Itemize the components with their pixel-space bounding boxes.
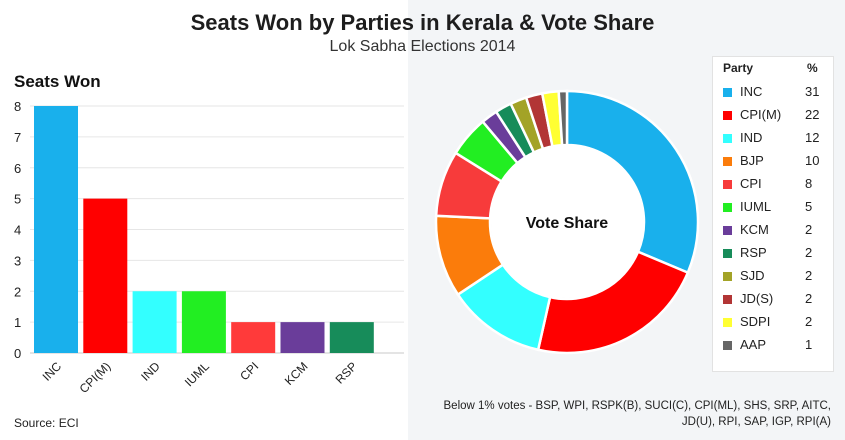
legend-percent-value: 1 <box>805 337 813 352</box>
x-tick-label: IUML <box>182 359 212 389</box>
legend-item: KCM 2 <box>713 221 833 239</box>
legend-swatch <box>723 226 732 235</box>
vote-share-donut-chart: Vote Share <box>434 89 700 355</box>
legend-percent-value: 2 <box>805 222 813 237</box>
pie-slice <box>565 89 700 275</box>
legend-swatch <box>723 341 732 350</box>
x-tick-label: IND <box>138 359 163 384</box>
y-tick-label: 3 <box>14 253 21 268</box>
legend-party-label: AAP <box>740 337 767 352</box>
legend-party-label: SDPI <box>740 314 771 329</box>
legend-header: Party % <box>713 61 833 77</box>
bar <box>181 291 226 353</box>
pie-slice <box>536 250 690 355</box>
legend-item: AAP 1 <box>713 336 833 354</box>
y-tick-label: 4 <box>14 223 21 238</box>
legend-party-label: IUML <box>740 199 772 214</box>
legend-item: IUML 5 <box>713 198 833 216</box>
legend-party-label: SJD <box>740 268 765 283</box>
bar <box>329 322 374 353</box>
legend-percent-value: 5 <box>805 199 813 214</box>
y-tick-label: 2 <box>14 284 21 299</box>
legend-header-percent: % <box>807 61 818 75</box>
x-tick-label: CPI(M) <box>77 359 114 396</box>
y-tick-label: 6 <box>14 161 21 176</box>
bar <box>231 322 276 353</box>
y-tick-label: 7 <box>14 130 21 145</box>
legend-percent-value: 22 <box>805 107 820 122</box>
donut-center-label: Vote Share <box>526 215 609 232</box>
vote-share-legend: Party % INC 31 CPI(M) 22 IND 12 BJP 10 CPI 8 IUML 5… <box>712 56 834 372</box>
legend-party-label: INC <box>740 84 763 99</box>
footnote: Below 1% votes - BSP, WPI, RSPK(B), SUCI… <box>443 400 831 428</box>
legend-swatch <box>723 272 732 281</box>
chart-title: Seats Won by Parties in Kerala & Vote Sh… <box>190 10 655 35</box>
legend-swatch <box>723 318 732 327</box>
bar <box>83 198 128 353</box>
x-tick-label: CPI <box>237 359 261 383</box>
legend-percent-value: 8 <box>805 176 813 191</box>
seats-bar-chart: 0 1 2 3 4 5 6 7 8 INC CPI(M) IND IUML CPI KCM RSP <box>14 99 404 396</box>
legend-swatch <box>723 88 732 97</box>
y-tick-label: 5 <box>14 192 21 207</box>
legend-item: SDPI 2 <box>713 313 833 331</box>
legend-party-label: JD(S) <box>740 291 774 306</box>
legend-party-label: KCM <box>740 222 769 237</box>
legend-party-label: CPI <box>740 176 762 191</box>
bar <box>280 322 325 353</box>
legend-percent-value: 2 <box>805 268 813 283</box>
y-tick-label: 0 <box>14 346 21 361</box>
donut-hole <box>491 146 643 298</box>
legend-item: CPI(M) 22 <box>713 106 833 124</box>
legend-percent-value: 2 <box>805 291 813 306</box>
legend-swatch <box>723 180 732 189</box>
chart-subtitle: Lok Sabha Elections 2014 <box>329 38 516 55</box>
legend-header-party: Party <box>723 61 754 75</box>
legend-item: RSP 2 <box>713 244 833 262</box>
legend-item: INC 31 <box>713 83 833 101</box>
legend-swatch <box>723 134 732 143</box>
legend-item: IND 12 <box>713 129 833 147</box>
legend-item: BJP 10 <box>713 152 833 170</box>
bar <box>132 291 177 353</box>
x-tick-label: RSP <box>333 359 360 386</box>
legend-swatch <box>723 295 732 304</box>
legend-item: JD(S) 2 <box>713 290 833 308</box>
legend-item: SJD 2 <box>713 267 833 285</box>
x-tick-label: INC <box>40 359 65 384</box>
pie-slice <box>557 89 569 147</box>
legend-percent-value: 31 <box>805 84 820 99</box>
legend-item: CPI 8 <box>713 175 833 193</box>
legend-swatch <box>723 157 732 166</box>
legend-party-label: BJP <box>740 153 764 168</box>
source-note: Source: ECI <box>14 416 79 430</box>
legend-swatch <box>723 111 732 120</box>
y-tick-label: 8 <box>14 99 21 114</box>
legend-percent-value: 2 <box>805 314 813 329</box>
legend-percent-value: 2 <box>805 245 813 260</box>
legend-percent-value: 12 <box>805 130 820 145</box>
y-tick-label: 1 <box>14 315 21 330</box>
legend-party-label: RSP <box>740 245 767 260</box>
bar-chart-title: Seats Won <box>14 72 101 91</box>
x-tick-label: KCM <box>282 359 311 388</box>
legend-party-label: IND <box>740 130 763 145</box>
legend-party-label: CPI(M) <box>740 107 782 122</box>
legend-swatch <box>723 249 732 258</box>
legend-percent-value: 10 <box>805 153 820 168</box>
bar <box>34 106 78 353</box>
legend-swatch <box>723 203 732 212</box>
